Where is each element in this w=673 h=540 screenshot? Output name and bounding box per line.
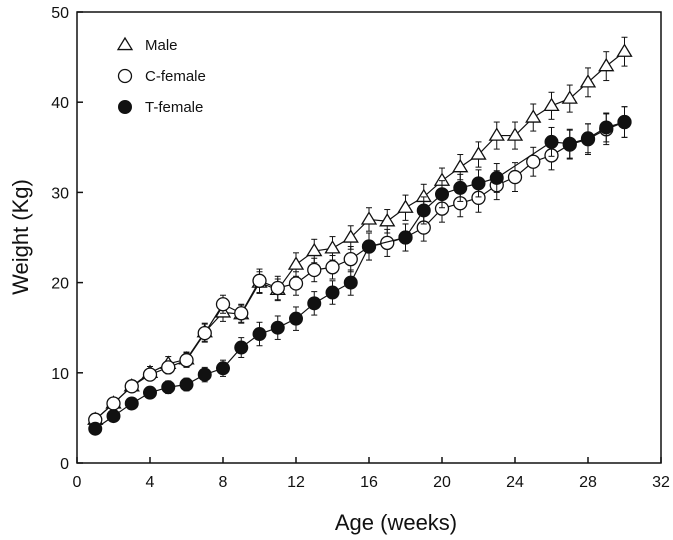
y-tick-label: 20 (51, 276, 69, 293)
data-point (526, 154, 541, 169)
data-point (179, 377, 194, 392)
legend-marker (116, 36, 134, 51)
data-point (270, 320, 285, 335)
series-t-female (88, 106, 632, 436)
axis-ticks: 0 4 8 12 16 20 24 28 32 0 10 20 30 40 50 (51, 5, 670, 491)
data-point (562, 136, 577, 151)
y-tick-label: 50 (51, 5, 69, 22)
legend-label: Male (145, 37, 178, 54)
data-point (380, 235, 395, 251)
data-point (215, 297, 231, 312)
legend-marker (118, 100, 132, 114)
x-tick-label: 20 (433, 474, 451, 491)
data-point (216, 361, 230, 376)
data-point (470, 146, 487, 160)
data-point (161, 360, 176, 375)
series-line (94, 121, 625, 430)
data-point (362, 239, 376, 254)
legend-label: C-female (145, 68, 206, 85)
data-point (360, 211, 378, 225)
legend-marker (117, 68, 133, 84)
x-tick-label: 32 (652, 474, 670, 491)
data-point (342, 229, 359, 243)
y-tick-label: 0 (60, 456, 69, 473)
data-point (307, 296, 322, 311)
data-point (452, 158, 469, 173)
data-point (561, 90, 578, 104)
data-point (289, 311, 303, 326)
data-point (488, 127, 505, 141)
y-tick-label: 40 (51, 95, 69, 112)
data-point (307, 262, 322, 278)
data-point (252, 327, 267, 342)
data-point (581, 131, 595, 146)
data-point (599, 120, 614, 135)
data-point (617, 115, 632, 130)
data-point (88, 421, 103, 436)
data-point (124, 396, 139, 411)
data-point (598, 57, 615, 72)
legend-label: T-female (145, 99, 203, 116)
x-tick-label: 28 (579, 474, 597, 491)
series-c-female (88, 106, 632, 427)
data-point (252, 273, 267, 288)
data-point (143, 385, 157, 400)
data-point (179, 353, 194, 368)
x-tick-label: 8 (219, 474, 228, 491)
data-point (306, 242, 323, 257)
data-point (106, 409, 121, 424)
data-point (506, 127, 524, 141)
data-point (471, 176, 486, 191)
data-point (616, 43, 633, 57)
data-point (287, 256, 305, 270)
data-point (234, 306, 249, 321)
x-tick-label: 16 (360, 474, 378, 491)
data-point (435, 187, 449, 202)
legend: Male C-female T-female (116, 36, 206, 116)
data-point (161, 380, 176, 395)
data-point (397, 199, 414, 213)
data-point (325, 260, 340, 275)
x-tick-label: 12 (287, 474, 305, 491)
data-point (579, 74, 597, 88)
data-point (325, 285, 340, 300)
data-point (453, 180, 468, 195)
series-layer (87, 36, 633, 436)
y-axis-title: Weight (Kg) (8, 179, 33, 295)
x-tick-label: 0 (73, 474, 82, 491)
data-point (416, 203, 431, 218)
x-tick-label: 4 (146, 474, 155, 491)
data-point (525, 109, 542, 123)
data-point (270, 280, 285, 296)
data-point (197, 325, 212, 341)
y-tick-label: 10 (51, 366, 69, 383)
data-point (544, 134, 559, 149)
data-point (398, 230, 413, 245)
data-point (489, 170, 504, 185)
data-point (507, 169, 523, 185)
x-axis-title: Age (weeks) (335, 510, 457, 535)
data-point (543, 97, 560, 112)
series-line (94, 121, 625, 421)
data-point (343, 275, 358, 290)
data-point (343, 251, 358, 267)
data-point (234, 340, 249, 355)
data-point (106, 396, 121, 411)
data-point (379, 213, 396, 227)
data-point (324, 240, 341, 254)
data-point (288, 276, 304, 291)
x-tick-label: 24 (506, 474, 524, 491)
y-tick-label: 30 (51, 185, 69, 202)
data-point (124, 379, 139, 394)
data-point (142, 367, 158, 382)
data-point (197, 367, 212, 382)
